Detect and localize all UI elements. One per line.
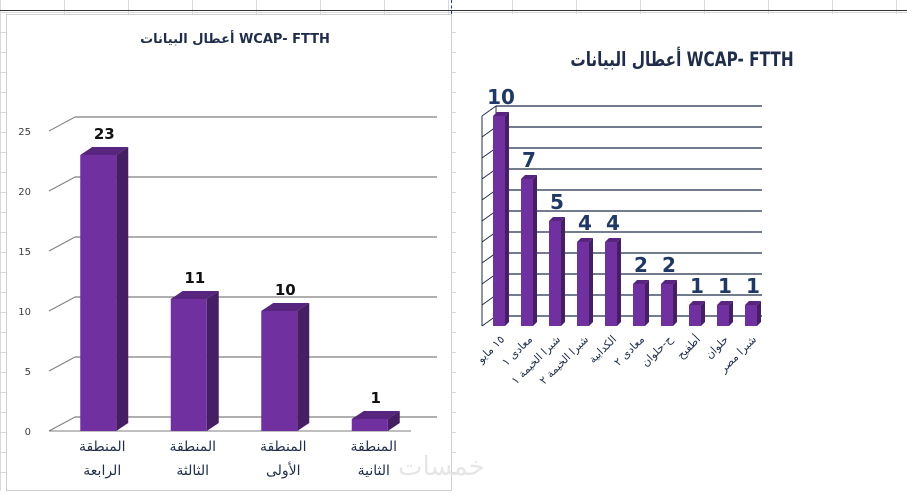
bar-1 <box>493 112 509 326</box>
category-label: المنطقة الأولى <box>260 439 307 479</box>
data-label: 23 <box>94 125 115 143</box>
bar-8 <box>689 301 705 326</box>
regions-chart-svg: أعطال البيانات WCAP- FTTH 0 5 10 15 20 25 23 1… <box>18 30 437 479</box>
bar-2 <box>521 175 537 326</box>
data-label: 2 <box>662 253 676 277</box>
districts-chart[interactable]: أعطال البيانات WCAP- FTTH 10 7 5 4 4 2 2 1 1 1 ١٥… <box>456 14 907 491</box>
bar-1 <box>80 147 129 431</box>
chart-title: أعطال البيانات WCAP- FTTH <box>140 30 330 47</box>
watermark-logo: خمسات <box>398 452 485 482</box>
y-tick-label: 10 <box>18 307 31 318</box>
category-label: المنطقة الثالثة <box>169 439 216 479</box>
bar-5 <box>605 238 621 326</box>
bar-4 <box>351 411 400 431</box>
y-tick-label: 20 <box>18 187 31 198</box>
chart-title: أعطال البيانات WCAP- FTTH <box>570 47 793 72</box>
data-label: 1 <box>746 274 760 298</box>
category-label: المنطقة الرابعة <box>79 439 126 479</box>
data-label: 10 <box>275 281 296 299</box>
data-label: 4 <box>578 211 592 235</box>
sheet-row-border <box>0 10 907 11</box>
y-tick-label: 0 <box>25 427 31 438</box>
bar-6 <box>633 280 649 326</box>
bar-9 <box>717 301 733 326</box>
category-label: ح-حلوان <box>639 332 676 369</box>
y-tick-label: 5 <box>25 367 31 378</box>
bar-3 <box>549 217 565 326</box>
data-label: 4 <box>606 211 620 235</box>
data-label: 11 <box>184 269 205 287</box>
bar-4 <box>577 238 593 326</box>
data-label: 5 <box>550 190 564 214</box>
data-label: 1 <box>371 389 381 407</box>
y-tick-label: 25 <box>18 127 31 138</box>
bar-7 <box>661 280 677 326</box>
data-label: 7 <box>522 148 536 172</box>
y-tick-label: 15 <box>18 247 31 258</box>
bar-3 <box>261 303 310 431</box>
bar-2 <box>170 291 219 431</box>
data-label: 2 <box>634 253 648 277</box>
data-label: 10 <box>487 85 515 109</box>
bar-10 <box>745 301 761 326</box>
data-label: 1 <box>690 274 704 298</box>
page-break-line <box>451 0 452 14</box>
category-label: أطفيح <box>674 332 704 362</box>
category-label: المنطقة الثانية <box>350 439 397 479</box>
regions-chart[interactable]: أعطال البيانات WCAP- FTTH 0 5 10 15 20 25 23 1… <box>6 14 452 491</box>
data-label: 1 <box>718 274 732 298</box>
